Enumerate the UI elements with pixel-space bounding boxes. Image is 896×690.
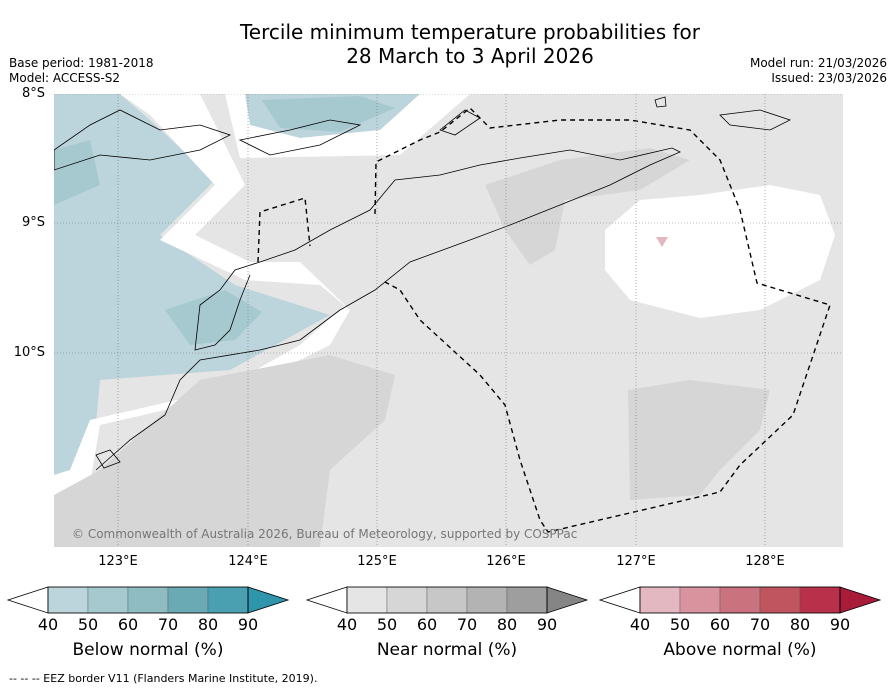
- alor-coast: [238, 119, 362, 156]
- colorbar-tick-label: 80: [496, 615, 518, 634]
- colorbar-tick-label: 60: [709, 615, 731, 634]
- lon-label-126e: 126°E: [486, 554, 526, 569]
- near-normal-50-patch-southwest: [54, 355, 395, 547]
- lat-label-10s: 10°S: [13, 345, 45, 360]
- colorbar-tick-label: 50: [376, 615, 398, 634]
- colorbar-tick-label: 80: [197, 615, 219, 634]
- below-normal-region: [54, 94, 330, 495]
- colorbar-tick-label: 70: [456, 615, 478, 634]
- lat-label-8s: 8°S: [21, 86, 45, 101]
- colorbar-tick-label: 70: [749, 615, 771, 634]
- base-period: Base period: 1981-2018: [9, 56, 154, 70]
- island-east-2: [654, 96, 667, 108]
- colorbar-tick-label: 90: [536, 615, 558, 634]
- below-normal-50-patch: [165, 290, 262, 345]
- timor-north-coast: [95, 147, 681, 471]
- eez-footnote: -- -- -- EEZ border V11 (Flanders Marine…: [9, 672, 318, 685]
- lon-label-128e: 128°E: [745, 554, 785, 569]
- colorbar-tick-label: 70: [157, 615, 179, 634]
- lon-label-123e: 123°E: [98, 554, 138, 569]
- lon-label-124e: 124°E: [228, 554, 268, 569]
- eez-border: [257, 107, 831, 533]
- title-line-1: Tercile minimum temperature probabilitie…: [239, 20, 701, 44]
- chart-title: Tercile minimum temperature probabilitie…: [170, 20, 770, 68]
- colorbar-label-near: Near normal (%): [376, 640, 518, 660]
- lon-label-127e: 127°E: [616, 554, 656, 569]
- model-name: Model: ACCESS-S2: [9, 71, 121, 85]
- below-normal-50-patch-3: [262, 96, 395, 132]
- colorbar-tick-label: 40: [629, 615, 651, 634]
- neutral-band-north: [225, 94, 470, 158]
- flores-coast: [54, 109, 232, 171]
- island-east-1: [719, 109, 792, 131]
- colorbar-tick-label: 50: [669, 615, 691, 634]
- meta-right: Model run: 21/03/2026 Issued: 23/03/2026: [750, 56, 887, 86]
- copyright-note: © Commonwealth of Australia 2026, Bureau…: [72, 527, 578, 541]
- colorbar-label-above: Above normal (%): [663, 640, 817, 660]
- near-normal-50-patch-north: [485, 148, 690, 265]
- colorbar-tick-label: 60: [416, 615, 438, 634]
- colorbar-tick-label: 50: [77, 615, 99, 634]
- meta-left: Base period: 1981-2018 Model: ACCESS-S2: [9, 56, 154, 86]
- above-normal-marker: [656, 237, 668, 247]
- graticule: [54, 94, 843, 547]
- colorbar-tick-label: 90: [829, 615, 851, 634]
- colorbar-tick-label: 80: [789, 615, 811, 634]
- model-run: Model run: 21/03/2026: [749, 56, 887, 70]
- neutral-area-east: [605, 185, 835, 318]
- lon-label-125e: 125°E: [357, 554, 397, 569]
- island-rote: [95, 449, 121, 469]
- below-normal-50-patch-2: [54, 140, 100, 205]
- lat-label-9s: 9°S: [21, 215, 45, 230]
- issued-date: Issued: 23/03/2026: [771, 71, 887, 85]
- colorbar-label-below: Below normal (%): [72, 640, 224, 660]
- colorbar-tick-label: 60: [117, 615, 139, 634]
- colorbar-tick-label: 40: [37, 615, 59, 634]
- title-line-2: 28 March to 3 April 2026: [346, 44, 594, 68]
- neutral-band: [54, 94, 350, 495]
- near-normal-50-patch-southeast: [628, 380, 770, 500]
- coastlines: [54, 96, 792, 471]
- colorbar-tick-label: 90: [237, 615, 259, 634]
- colorbar-tick-label: 40: [336, 615, 358, 634]
